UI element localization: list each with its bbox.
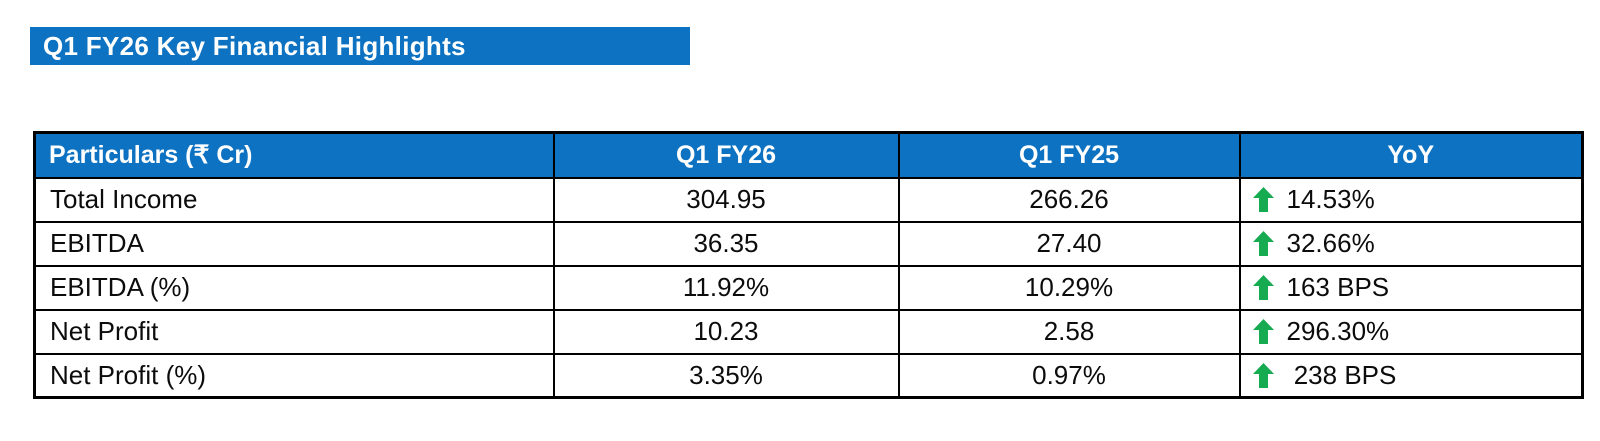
row-label: EBITDA (%) (33, 264, 555, 311)
table-row-total-income: Total Income 304.95 266.26 14.53% (33, 176, 1584, 223)
table-row-net-profit-pct: Net Profit (%) 3.35% 0.97% 238 BPS (33, 352, 1584, 399)
row-label: Total Income (33, 176, 555, 223)
col-header-yoy: YoY (1238, 131, 1584, 179)
yoy-value: 296.30% (1286, 316, 1390, 346)
financial-highlights-table: Particulars (₹ Cr) Q1 FY26 Q1 FY25 YoY T… (33, 131, 1584, 399)
q1fy26-value: 10.23 (552, 308, 900, 355)
up-arrow-icon (1252, 187, 1274, 212)
yoy-cell: 32.66% (1252, 228, 1581, 259)
q1fy26-value: 36.35 (552, 220, 900, 267)
yoy-cell: 296.30% (1252, 316, 1581, 347)
q1fy25-value: 0.97% (897, 352, 1241, 399)
col-header-q1fy25: Q1 FY25 (897, 131, 1241, 179)
col-header-q1fy26: Q1 FY26 (552, 131, 900, 179)
yoy-value: 238 BPS (1286, 359, 1397, 390)
yoy-value: 14.53% (1286, 184, 1375, 214)
title-bar: Q1 FY26 Key Financial Highlights (30, 27, 690, 65)
up-arrow-icon (1252, 275, 1274, 300)
row-label: Net Profit (33, 308, 555, 355)
yoy-cell: 238 BPS (1252, 359, 1581, 391)
up-arrow-icon (1252, 319, 1274, 344)
table-header-row: Particulars (₹ Cr) Q1 FY26 Q1 FY25 YoY (33, 131, 1584, 179)
table-row-net-profit: Net Profit 10.23 2.58 296.30% (33, 308, 1584, 355)
up-arrow-icon (1252, 362, 1274, 388)
q1fy25-value: 266.26 (897, 176, 1241, 223)
up-arrow-icon (1252, 231, 1274, 256)
q1fy26-value: 304.95 (552, 176, 900, 223)
q1fy25-value: 10.29% (897, 264, 1241, 311)
row-label: Net Profit (%) (33, 352, 555, 399)
yoy-value: 163 BPS (1286, 272, 1390, 302)
q1fy25-value: 27.40 (897, 220, 1241, 267)
row-label: EBITDA (33, 220, 555, 267)
table-row-ebitda: EBITDA 36.35 27.40 32.66% (33, 220, 1584, 267)
q1fy26-value: 11.92% (552, 264, 900, 311)
q1fy25-value: 2.58 (897, 308, 1241, 355)
table-row-ebitda-pct: EBITDA (%) 11.92% 10.29% 163 BPS (33, 264, 1584, 311)
yoy-cell: 14.53% (1252, 184, 1581, 215)
col-header-particulars: Particulars (₹ Cr) (33, 131, 555, 179)
yoy-cell: 163 BPS (1252, 272, 1581, 303)
page-title: Q1 FY26 Key Financial Highlights (43, 30, 466, 61)
yoy-value: 32.66% (1286, 228, 1375, 258)
q1fy26-value: 3.35% (552, 352, 900, 399)
